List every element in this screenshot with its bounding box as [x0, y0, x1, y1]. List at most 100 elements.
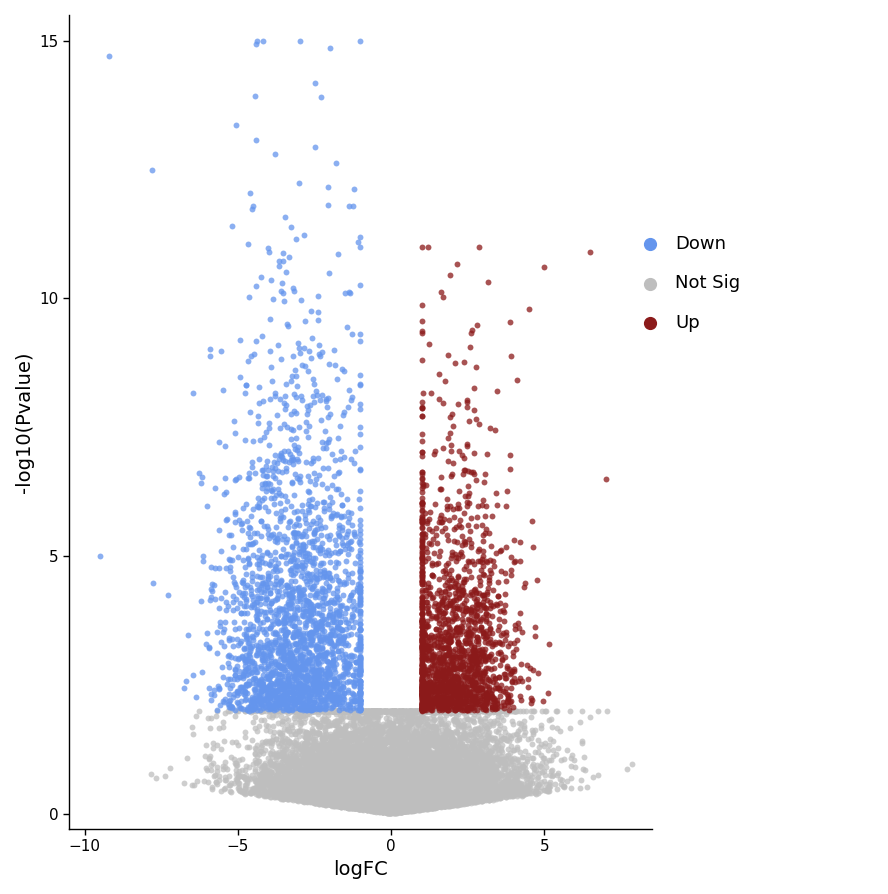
- Not Sig: [365, 763, 379, 778]
- Not Sig: [381, 789, 395, 803]
- Not Sig: [348, 793, 362, 807]
- Down: [353, 677, 368, 691]
- Not Sig: [409, 763, 424, 777]
- Not Sig: [366, 749, 380, 763]
- Not Sig: [467, 786, 481, 800]
- Not Sig: [437, 704, 451, 718]
- Not Sig: [448, 753, 462, 767]
- Up: [415, 684, 429, 698]
- Down: [353, 591, 368, 605]
- Not Sig: [437, 768, 451, 782]
- Not Sig: [431, 704, 445, 719]
- Not Sig: [266, 782, 280, 797]
- Not Sig: [424, 766, 439, 780]
- Not Sig: [370, 803, 385, 817]
- Up: [449, 693, 464, 707]
- Not Sig: [418, 774, 432, 789]
- Not Sig: [510, 733, 524, 747]
- Not Sig: [355, 764, 369, 779]
- Not Sig: [342, 800, 356, 814]
- Not Sig: [445, 788, 459, 802]
- Not Sig: [365, 796, 379, 810]
- Not Sig: [333, 740, 347, 755]
- Up: [479, 687, 493, 701]
- Up: [490, 692, 504, 706]
- Not Sig: [317, 792, 331, 806]
- Down: [271, 616, 285, 630]
- Not Sig: [339, 787, 353, 801]
- Not Sig: [439, 763, 453, 777]
- Not Sig: [389, 713, 403, 727]
- Not Sig: [306, 791, 321, 805]
- Not Sig: [353, 760, 368, 774]
- Not Sig: [324, 778, 338, 792]
- Not Sig: [422, 730, 436, 745]
- Not Sig: [353, 782, 368, 797]
- Not Sig: [489, 771, 503, 785]
- Not Sig: [309, 776, 323, 790]
- Not Sig: [393, 770, 408, 784]
- Not Sig: [479, 763, 493, 778]
- Not Sig: [363, 748, 377, 763]
- Not Sig: [426, 797, 440, 812]
- Not Sig: [340, 799, 354, 814]
- Not Sig: [432, 799, 446, 814]
- Not Sig: [405, 790, 419, 805]
- Not Sig: [333, 797, 347, 812]
- Down: [249, 665, 263, 679]
- Not Sig: [313, 762, 327, 776]
- Down: [266, 291, 280, 306]
- Not Sig: [380, 781, 394, 796]
- Not Sig: [354, 796, 369, 810]
- Down: [335, 647, 349, 662]
- Up: [465, 679, 480, 693]
- Not Sig: [430, 773, 444, 788]
- Down: [353, 685, 368, 699]
- Up: [431, 664, 445, 679]
- Not Sig: [282, 734, 297, 748]
- Not Sig: [390, 772, 404, 786]
- Up: [471, 683, 485, 697]
- Not Sig: [448, 733, 462, 747]
- Not Sig: [422, 784, 436, 798]
- Not Sig: [284, 778, 298, 792]
- Not Sig: [366, 772, 380, 787]
- Not Sig: [487, 771, 501, 785]
- Not Sig: [449, 704, 464, 718]
- Down: [314, 613, 329, 628]
- Not Sig: [358, 751, 372, 765]
- Not Sig: [345, 786, 360, 800]
- Not Sig: [492, 746, 506, 760]
- Not Sig: [377, 793, 391, 807]
- Not Sig: [396, 764, 410, 779]
- Not Sig: [350, 788, 364, 802]
- Not Sig: [403, 801, 417, 815]
- Not Sig: [336, 750, 350, 764]
- Not Sig: [434, 763, 448, 777]
- Up: [499, 628, 513, 642]
- Down: [301, 503, 315, 518]
- Not Sig: [390, 803, 404, 817]
- Up: [435, 595, 449, 609]
- Not Sig: [433, 774, 448, 789]
- Down: [275, 450, 289, 464]
- Not Sig: [368, 743, 382, 757]
- Not Sig: [319, 786, 333, 800]
- Not Sig: [321, 792, 336, 806]
- Up: [472, 678, 486, 692]
- Not Sig: [369, 796, 383, 810]
- Not Sig: [297, 782, 312, 797]
- Not Sig: [402, 801, 416, 815]
- Down: [211, 680, 226, 695]
- Down: [276, 651, 290, 665]
- Not Sig: [442, 724, 456, 738]
- Not Sig: [472, 747, 487, 762]
- Not Sig: [487, 704, 501, 718]
- Not Sig: [353, 713, 368, 727]
- Down: [291, 690, 305, 704]
- Down: [244, 698, 258, 713]
- Not Sig: [410, 789, 424, 803]
- Up: [473, 578, 488, 592]
- Not Sig: [405, 773, 419, 788]
- Not Sig: [339, 767, 353, 781]
